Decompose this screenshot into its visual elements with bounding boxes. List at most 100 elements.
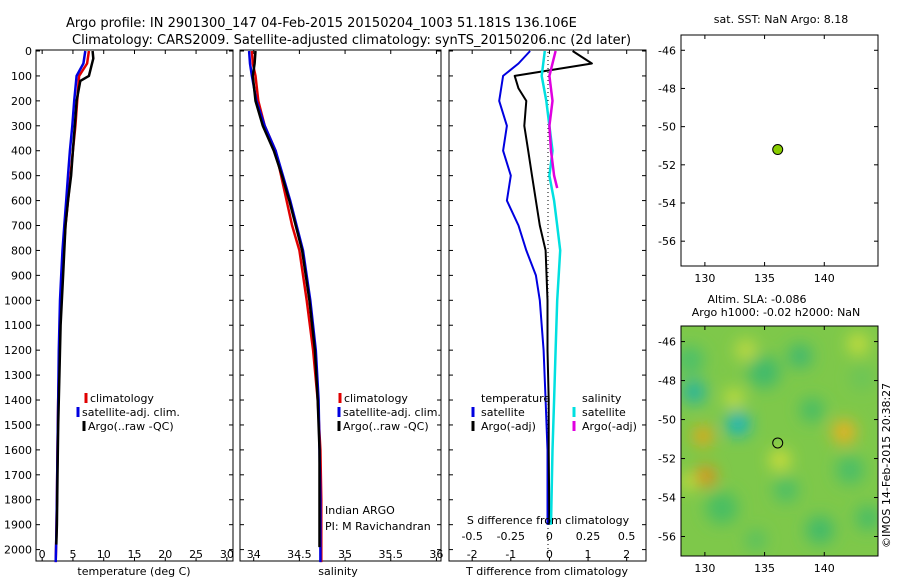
- s-difference-label: S difference from climatology: [467, 514, 630, 527]
- legend-heading-salinity: salinity: [582, 392, 622, 405]
- y-tick-label: -48: [658, 375, 676, 388]
- y-tick-label: 200: [11, 95, 32, 108]
- legend-label-satellite: satellite-adj. clim.: [343, 406, 441, 419]
- y-tick-label: 1600: [4, 444, 32, 457]
- y-tick-label: 1800: [4, 494, 32, 507]
- temperature-legend: climatology satellite-adj. clim. Argo(..…: [76, 392, 180, 433]
- legend-label-s-satellite: satellite: [582, 406, 626, 419]
- sla-map-title-2: Argo h1000: -0.02 h2000: NaN: [692, 306, 861, 319]
- y-tick-label: 1700: [4, 469, 32, 482]
- salinity-lines: [247, 50, 323, 563]
- x-tick-label: 5: [69, 548, 76, 561]
- difference-lines: [498, 50, 593, 525]
- argo-location-marker: [772, 144, 784, 156]
- series-line-satellite-adj-clim: [54, 50, 87, 563]
- x-tick-label: 130: [694, 562, 715, 575]
- y-tick-label: -52: [658, 159, 676, 172]
- legend-label-satellite: satellite-adj. clim.: [82, 406, 180, 419]
- sst-map-frame: [680, 34, 879, 267]
- x-tick-label: -1: [505, 548, 516, 561]
- legend-label-climatology: climatology: [90, 392, 154, 405]
- y-tick-label: -46: [658, 336, 676, 349]
- series-line-temperature-satellite: [498, 50, 549, 525]
- s-tick-label: -0.25: [497, 530, 525, 543]
- temperature-xlabel: temperature (deg C): [77, 565, 190, 578]
- temperature-ticks: 0100200300400500600700800900100011001200…: [4, 45, 234, 561]
- x-tick-label: 1: [585, 548, 592, 561]
- salinity-frame: [239, 49, 442, 562]
- legend-label-t-argo: Argo(-adj): [481, 420, 536, 433]
- y-tick-label: 500: [11, 170, 32, 183]
- x-tick-label: 34: [247, 548, 261, 561]
- sla-map-panel: Altim. SLA: -0.086 Argo h1000: -0.02 h20…: [658, 293, 879, 575]
- y-tick-label: -46: [658, 44, 676, 57]
- series-line-argo-raw-qc: [55, 50, 95, 545]
- y-tick-label: 1500: [4, 419, 32, 432]
- x-tick-label: 35: [338, 548, 352, 561]
- s-tick-label: -0.5: [461, 530, 482, 543]
- y-tick-label: -50: [658, 121, 676, 134]
- y-tick-label: -54: [658, 492, 676, 505]
- y-tick-label: 2000: [4, 544, 32, 557]
- y-tick-label: -48: [658, 82, 676, 95]
- x-tick-label: 130: [694, 272, 715, 285]
- y-tick-label: 1000: [4, 294, 32, 307]
- x-tick-label: 0: [546, 548, 553, 561]
- series-line-temperature-argo-adj: [513, 50, 593, 525]
- y-tick-label: -56: [658, 235, 676, 248]
- y-tick-label: 1900: [4, 519, 32, 532]
- sst-map-title: sat. SST: NaN Argo: 8.18: [714, 13, 848, 26]
- y-tick-label: 700: [11, 220, 32, 233]
- y-tick-label: 900: [11, 269, 32, 282]
- x-tick-label: 15: [128, 548, 142, 561]
- y-tick-label: 1100: [4, 319, 32, 332]
- x-tick-label: 0: [39, 548, 46, 561]
- x-tick-label: 36: [429, 548, 443, 561]
- x-tick-label: 10: [97, 548, 111, 561]
- x-tick-label: 140: [814, 272, 835, 285]
- pi-note: PI: M Ravichandran: [325, 520, 431, 533]
- legend-label-argo: Argo(..raw -QC): [343, 420, 429, 433]
- x-tick-label: 30: [220, 548, 234, 561]
- s-tick-label: 0.5: [618, 530, 636, 543]
- salinity-ticks: 34 34.5 35 35.5 36: [240, 50, 443, 561]
- salinity-legend: climatology satellite-adj. clim. Argo(..…: [337, 392, 441, 433]
- s-tick-label: 0.25: [576, 530, 601, 543]
- legend-label-climatology: climatology: [344, 392, 408, 405]
- difference-ticks: -2 -1 0 1 2 -0.5 -0.25 0 0.25 0.5: [449, 50, 646, 561]
- series-line-salinity-satellite: [540, 50, 562, 525]
- imos-credit: ©IMOS 14-Feb-2015 20:38:27: [880, 383, 893, 548]
- argo-location-ring: [772, 437, 784, 449]
- institution-note: Indian ARGO: [325, 504, 395, 517]
- temperature-panel: 0100200300400500600700800900100011001200…: [4, 45, 234, 578]
- y-tick-label: -54: [658, 197, 676, 210]
- x-tick-label: 135: [754, 272, 775, 285]
- series-line-argo-raw-qc: [251, 50, 321, 548]
- y-tick-label: -56: [658, 531, 676, 544]
- sla-heatmap: [681, 326, 878, 556]
- legend-label-s-argo: Argo(-adj): [582, 420, 637, 433]
- y-tick-label: 100: [11, 70, 32, 83]
- sst-map-panel: sat. SST: NaN Argo: 8.18 130 135 140 -46 -48…: [658, 13, 879, 285]
- temperature-frame: [35, 49, 234, 562]
- x-tick-label: 25: [189, 548, 203, 561]
- x-tick-label: 35.5: [379, 548, 404, 561]
- title-line-1: Argo profile: IN 2901300_147 04-Feb-2015…: [66, 16, 577, 31]
- legend-label-t-satellite: satellite: [481, 406, 525, 419]
- salinity-panel: 34 34.5 35 35.5 36 climatology satellite-adj…: [239, 49, 443, 578]
- x-tick-label: 2: [623, 548, 630, 561]
- sla-map-ticks: 130 135 140 -46 -48 -50 -52 -54 -56: [658, 326, 878, 575]
- legend-label-argo: Argo(..raw -QC): [88, 420, 174, 433]
- y-tick-label: 300: [11, 120, 32, 133]
- sst-map-ticks: 130 135 140 -46 -48 -50 -52 -54 -56: [658, 35, 878, 285]
- y-tick-label: -50: [658, 414, 676, 427]
- difference-legend: temperature salinity satellite satellite…: [471, 392, 637, 433]
- sla-map-title-1: Altim. SLA: -0.086: [707, 293, 806, 306]
- y-tick-label: -52: [658, 453, 676, 466]
- legend-heading-temperature: temperature: [481, 392, 550, 405]
- salinity-xlabel: salinity: [318, 565, 358, 578]
- y-tick-label: 0: [25, 45, 32, 58]
- temperature-lines: [54, 50, 95, 563]
- x-tick-label: 34.5: [287, 548, 312, 561]
